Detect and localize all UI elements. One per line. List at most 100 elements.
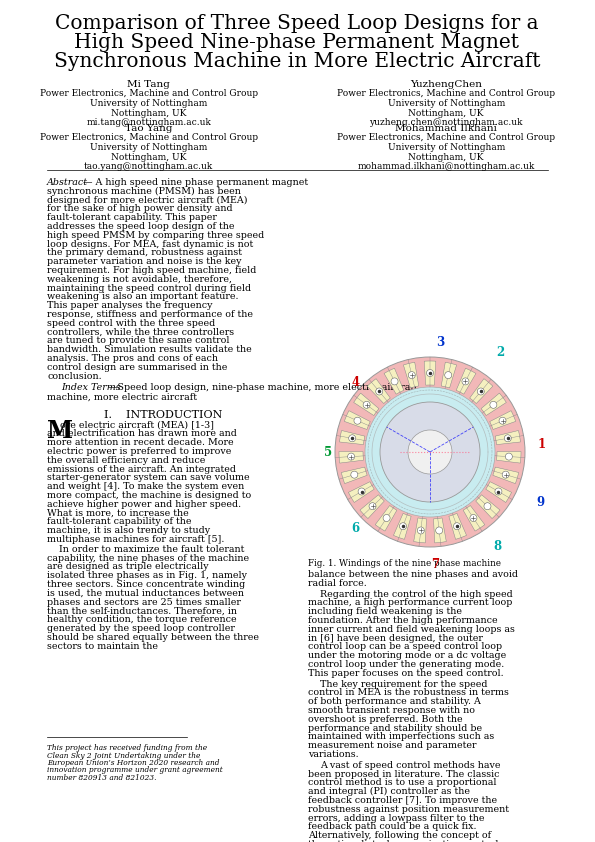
Text: than the self-inductances. Therefore, in: than the self-inductances. Therefore, in: [47, 606, 237, 616]
Text: Power Electronics, Machine and Control Group: Power Electronics, Machine and Control G…: [40, 134, 258, 142]
Text: foundation. After the high performance: foundation. After the high performance: [308, 616, 497, 625]
Circle shape: [427, 370, 434, 376]
Text: isolated three phases as in Fig. 1, namely: isolated three phases as in Fig. 1, name…: [47, 571, 247, 580]
Text: for the sake of high power density and: for the sake of high power density and: [47, 205, 233, 213]
Circle shape: [499, 417, 506, 424]
Text: mohammad.ilkhani@nottingham.ac.uk: mohammad.ilkhani@nottingham.ac.uk: [358, 162, 535, 171]
Text: weakening is not avoidable, therefore,: weakening is not avoidable, therefore,: [47, 274, 232, 284]
Text: control loop under the generating mode.: control loop under the generating mode.: [308, 660, 504, 669]
Text: This paper analyses the frequency: This paper analyses the frequency: [47, 301, 212, 310]
Text: robustness against position measurement: robustness against position measurement: [308, 805, 509, 814]
Text: variations.: variations.: [308, 750, 359, 759]
Text: number 820913 and 821023.: number 820913 and 821023.: [47, 774, 156, 782]
Text: phases and sectors are 25 times smaller: phases and sectors are 25 times smaller: [47, 598, 241, 606]
Text: controllers, while the three controllers: controllers, while the three controllers: [47, 328, 234, 337]
Text: The key requirement for the speed: The key requirement for the speed: [320, 679, 487, 689]
Text: Mi Tang: Mi Tang: [127, 80, 170, 89]
Text: M1: M1: [423, 460, 453, 477]
Polygon shape: [493, 467, 519, 483]
Text: YuzhengChen: YuzhengChen: [410, 80, 483, 89]
Circle shape: [495, 488, 502, 495]
Text: 4: 4: [352, 376, 360, 388]
Text: smooth transient response with no: smooth transient response with no: [308, 706, 475, 715]
Circle shape: [477, 388, 484, 395]
Circle shape: [354, 417, 361, 424]
Text: 3: 3: [436, 335, 444, 349]
Text: designed for more electric aircraft (MEA): designed for more electric aircraft (MEA…: [47, 195, 248, 205]
Polygon shape: [367, 379, 390, 403]
Text: 5: 5: [324, 445, 332, 459]
Text: University of Nottingham: University of Nottingham: [387, 99, 505, 108]
Polygon shape: [342, 467, 367, 483]
Polygon shape: [414, 518, 427, 543]
Circle shape: [505, 434, 511, 442]
Text: maintaining the speed control during field: maintaining the speed control during fie…: [47, 284, 251, 293]
Text: Clean Sky 2 Joint Undertaking under the: Clean Sky 2 Joint Undertaking under the: [47, 752, 201, 759]
Text: Abstract: Abstract: [47, 178, 88, 187]
Text: Power Electronics, Machine and Control Group: Power Electronics, Machine and Control G…: [40, 89, 258, 99]
Circle shape: [349, 434, 356, 442]
Text: Nottingham, UK: Nottingham, UK: [111, 109, 186, 118]
Text: electric power is preferred to improve: electric power is preferred to improve: [47, 447, 231, 456]
Polygon shape: [345, 411, 370, 429]
Text: M: M: [47, 418, 73, 443]
Text: addresses the speed loop design of the: addresses the speed loop design of the: [47, 222, 234, 231]
Text: radial force.: radial force.: [308, 578, 367, 588]
Circle shape: [365, 387, 495, 517]
Circle shape: [408, 430, 452, 474]
Text: Fig. 1. Windings of the nine phase machine: Fig. 1. Windings of the nine phase machi…: [308, 559, 501, 568]
Circle shape: [391, 378, 398, 385]
Text: University of Nottingham: University of Nottingham: [90, 99, 208, 108]
Text: should be shared equally between the three: should be shared equally between the thr…: [47, 633, 259, 642]
Text: the overall efficiency and reduce: the overall efficiency and reduce: [47, 456, 205, 465]
Text: feedback path could be a quick fix.: feedback path could be a quick fix.: [308, 823, 477, 831]
Text: machine, more electric aircraft: machine, more electric aircraft: [47, 392, 197, 401]
Polygon shape: [456, 368, 476, 394]
Text: conclusion.: conclusion.: [47, 371, 102, 381]
Circle shape: [462, 378, 469, 385]
Polygon shape: [469, 379, 493, 403]
Text: 9: 9: [536, 495, 544, 509]
Polygon shape: [375, 505, 397, 531]
Text: Synchronous Machine in More Electric Aircraft: Synchronous Machine in More Electric Air…: [54, 52, 540, 71]
Polygon shape: [424, 361, 436, 385]
Text: yuzheng.chen@nottingham.ac.uk: yuzheng.chen@nottingham.ac.uk: [369, 118, 523, 127]
Circle shape: [490, 402, 497, 408]
Polygon shape: [475, 495, 500, 519]
Text: Alternatively, following the concept of: Alternatively, following the concept of: [308, 831, 491, 840]
Circle shape: [335, 357, 525, 547]
Text: loop designs. For MEA, fast dynamic is not: loop designs. For MEA, fast dynamic is n…: [47, 240, 253, 248]
Text: Mohammad Ilkhani: Mohammad Ilkhani: [395, 124, 497, 133]
Text: weakening is also an important feature.: weakening is also an important feature.: [47, 292, 239, 301]
Text: Power Electronics, Machine and Control Group: Power Electronics, Machine and Control G…: [337, 134, 555, 142]
Text: European Union’s Horizon 2020 research and: European Union’s Horizon 2020 research a…: [47, 759, 220, 767]
Text: 2: 2: [496, 345, 504, 359]
Text: machine, a high performance current loop: machine, a high performance current loop: [308, 599, 512, 607]
Polygon shape: [486, 482, 512, 503]
Text: errors, adding a lowpass filter to the: errors, adding a lowpass filter to the: [308, 813, 484, 823]
Text: This paper focuses on the speed control.: This paper focuses on the speed control.: [308, 669, 503, 678]
Text: mi.tang@nottingham.ac.uk: mi.tang@nottingham.ac.uk: [86, 118, 211, 127]
Text: ore electric aircraft (MEA) [1-3]: ore electric aircraft (MEA) [1-3]: [60, 421, 214, 429]
Text: 7: 7: [431, 557, 439, 571]
Text: Regarding the control of the high speed: Regarding the control of the high speed: [320, 589, 513, 599]
Text: three sectors. Since concentrate winding: three sectors. Since concentrate winding: [47, 580, 245, 589]
Text: parameter variation and noise is the key: parameter variation and noise is the key: [47, 257, 242, 266]
Polygon shape: [434, 518, 446, 543]
Text: University of Nottingham: University of Nottingham: [90, 143, 208, 152]
Text: M2: M2: [400, 425, 430, 443]
Circle shape: [358, 488, 365, 495]
Circle shape: [347, 453, 355, 460]
Text: and integral (PI) controller as the: and integral (PI) controller as the: [308, 787, 470, 797]
Polygon shape: [490, 411, 516, 429]
Text: generated by the speed loop controller: generated by the speed loop controller: [47, 624, 235, 633]
Text: I.    INTRODUCTION: I. INTRODUCTION: [104, 410, 223, 420]
Polygon shape: [481, 393, 506, 415]
Text: This project has received funding from the: This project has received funding from t…: [47, 744, 207, 752]
Text: starter-generator system can save volume: starter-generator system can save volume: [47, 473, 250, 482]
Text: University of Nottingham: University of Nottingham: [387, 143, 505, 152]
Text: synchronous machine (PMSM) has been: synchronous machine (PMSM) has been: [47, 187, 241, 196]
Text: the primary demand, robustness against: the primary demand, robustness against: [47, 248, 242, 258]
Text: response, stiffness and performance of the: response, stiffness and performance of t…: [47, 310, 253, 319]
Circle shape: [363, 402, 370, 408]
